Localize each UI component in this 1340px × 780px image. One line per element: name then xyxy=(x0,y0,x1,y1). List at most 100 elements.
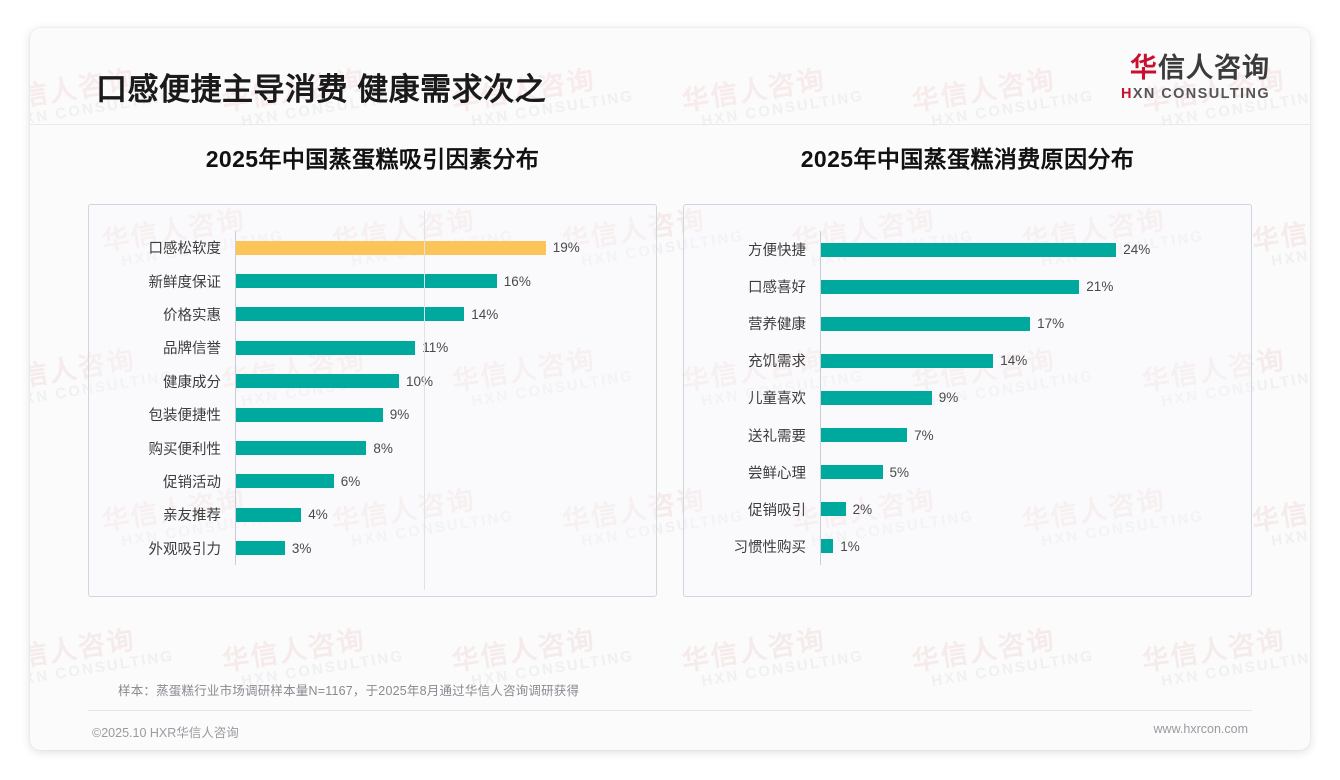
bar-row: 新鲜度保证 16% xyxy=(107,264,638,298)
bar-row: 购买便利性 8% xyxy=(107,431,638,465)
watermark-cn: 华信人咨询 xyxy=(219,624,368,677)
chart-block-attraction-factors: 2025年中国蒸蛋糕吸引因素分布 口感松软度 19% 新鲜度保证 16% 价格实惠 14%… xyxy=(88,140,657,597)
logo-english: HXN CONSULTING xyxy=(1121,86,1270,102)
bar[interactable] xyxy=(236,474,334,489)
bar-label: 包装便捷性 xyxy=(148,408,222,425)
bar-value-label: 24% xyxy=(1123,242,1151,258)
watermark-en: HXN CONSULTING xyxy=(930,647,1096,691)
bar-label: 送礼需要 xyxy=(748,428,806,445)
bar-value-label: 14% xyxy=(471,306,499,322)
chart-panel-left: 口感松软度 19% 新鲜度保证 16% 价格实惠 14% 品牌信誉 11% 健康成分 10% 包装便… xyxy=(88,204,657,597)
bar-label: 方便快捷 xyxy=(748,243,806,260)
bar-label: 口感喜好 xyxy=(748,280,806,297)
bar-label: 亲友推荐 xyxy=(163,508,221,525)
chart-panel-right: 方便快捷 24% 口感喜好 21% 营养健康 17% 充饥需求 14% 儿童喜欢 9% 送礼需要 7%… xyxy=(683,204,1252,597)
slide-card: 华信人咨询 HXN CONSULTING 华信人咨询 HXN CONSULTING 华信… xyxy=(30,28,1310,750)
watermark-cn: 华信人咨询 xyxy=(449,624,598,677)
bar-value-label: 11% xyxy=(422,340,449,356)
bar[interactable] xyxy=(821,539,834,554)
bar[interactable] xyxy=(236,274,497,289)
bar-rows-right: 方便快捷 24% 口感喜好 21% 营养健康 17% 充饥需求 14% 儿童喜欢 9% 送礼需要 7%… xyxy=(702,231,1233,574)
bar-track: 19% xyxy=(235,231,638,265)
bar-value-label: 19% xyxy=(552,240,580,256)
bar-row: 营养健康 17% xyxy=(702,305,1233,343)
company-logo: 华信人咨询 HXN CONSULTING xyxy=(1121,53,1270,102)
charts-container: 2025年中国蒸蛋糕吸引因素分布 口感松软度 19% 新鲜度保证 16% 价格实惠 14%… xyxy=(30,140,1310,597)
bar-value-label: 5% xyxy=(889,464,910,480)
chart-block-consumption-reasons: 2025年中国蒸蛋糕消费原因分布 方便快捷 24% 口感喜好 21% 营养健康 17% 充饥… xyxy=(683,140,1252,597)
bar-track: 2% xyxy=(820,490,1233,528)
watermark-cn: 华信人咨询 xyxy=(679,624,828,677)
bar[interactable] xyxy=(236,240,546,255)
bar[interactable] xyxy=(821,279,1080,294)
bar-track: 16% xyxy=(235,264,638,298)
bar-value-label: 2% xyxy=(852,501,873,517)
bar[interactable] xyxy=(821,242,1117,257)
bar-row: 习惯性购买 1% xyxy=(702,527,1233,565)
bar[interactable] xyxy=(821,353,994,368)
bar-row: 品牌信誉 11% xyxy=(107,331,638,365)
bar[interactable] xyxy=(236,441,367,456)
bar-value-label: 7% xyxy=(914,427,934,443)
bar-rows-left: 口感松软度 19% 新鲜度保证 16% 价格实惠 14% 品牌信誉 11% 健康成分 10% 包装便… xyxy=(107,231,638,574)
chart-title-left: 2025年中国蒸蛋糕吸引因素分布 xyxy=(205,146,540,172)
logo-english-rest: XN CONSULTING xyxy=(1132,85,1270,102)
bar[interactable] xyxy=(236,307,465,322)
bar[interactable] xyxy=(821,316,1031,331)
watermark-cn: 华信人咨询 xyxy=(1139,624,1288,677)
bar-label: 健康成分 xyxy=(163,374,221,391)
bar[interactable] xyxy=(236,507,302,522)
chart-title-right: 2025年中国蒸蛋糕消费原因分布 xyxy=(800,146,1135,172)
bar-value-label: 21% xyxy=(1086,279,1114,295)
watermark-cn: 华信人咨询 xyxy=(909,624,1058,677)
bar[interactable] xyxy=(821,465,883,480)
bar-label: 儿童喜欢 xyxy=(748,391,806,408)
page-title: 口感便捷主导消费 健康需求次之 xyxy=(96,72,547,107)
bar-label: 促销吸引 xyxy=(748,502,806,519)
copyright-text: ©2025.10 HXR华信人咨询 xyxy=(92,726,239,740)
bar-track: 14% xyxy=(235,297,638,332)
bar[interactable] xyxy=(821,428,908,443)
axis-endline-left xyxy=(424,211,425,590)
bar[interactable] xyxy=(821,502,846,517)
logo-chinese-rest: 信人咨询 xyxy=(1158,53,1270,83)
bar-track: 11% xyxy=(235,331,638,365)
bar-label: 品牌信誉 xyxy=(163,341,221,358)
bar-label: 促销活动 xyxy=(163,474,221,491)
bar-row: 亲友推荐 4% xyxy=(107,498,638,532)
bar-value-label: 8% xyxy=(373,440,393,456)
bar-value-label: 17% xyxy=(1037,316,1065,332)
bar-track: 5% xyxy=(820,453,1233,491)
bar-track: 6% xyxy=(235,464,638,499)
bar-track: 8% xyxy=(235,431,638,465)
bar-label: 营养健康 xyxy=(748,317,806,334)
footnote: 样本：蒸蛋糕行业市场调研样本量N=1167，于2025年8月通过华信人咨询调研获… xyxy=(118,684,580,698)
bar-value-label: 6% xyxy=(340,473,361,489)
website-text[interactable]: www.hxrcon.com xyxy=(1153,722,1248,736)
watermark-en: HXN CONSULTING xyxy=(1160,647,1310,691)
bar-track: 24% xyxy=(820,231,1233,269)
bar-track: 9% xyxy=(235,397,638,432)
bar-row: 方便快捷 24% xyxy=(702,231,1233,269)
bar[interactable] xyxy=(236,340,416,355)
bar[interactable] xyxy=(236,407,383,422)
bar-row: 送礼需要 7% xyxy=(702,416,1233,454)
bar-row: 包装便捷性 9% xyxy=(107,397,638,432)
logo-chinese: 华信人咨询 xyxy=(1121,53,1270,84)
header-divider xyxy=(30,124,1310,125)
bar-label: 外观吸引力 xyxy=(148,541,222,558)
footer-divider xyxy=(88,710,1252,711)
bar-row: 儿童喜欢 9% xyxy=(702,379,1233,417)
bar[interactable] xyxy=(821,390,932,405)
bar-track: 3% xyxy=(235,531,638,565)
slide-footer: ©2025.10 HXR华信人咨询 www.hxrcon.com xyxy=(30,722,1310,750)
bar[interactable] xyxy=(236,374,399,389)
bar-row: 促销吸引 2% xyxy=(702,490,1233,528)
bar[interactable] xyxy=(236,541,285,556)
bar-track: 21% xyxy=(820,268,1233,306)
bar-track: 4% xyxy=(235,498,638,532)
bar-track: 17% xyxy=(820,305,1233,343)
logo-chinese-red: 华 xyxy=(1130,53,1158,83)
